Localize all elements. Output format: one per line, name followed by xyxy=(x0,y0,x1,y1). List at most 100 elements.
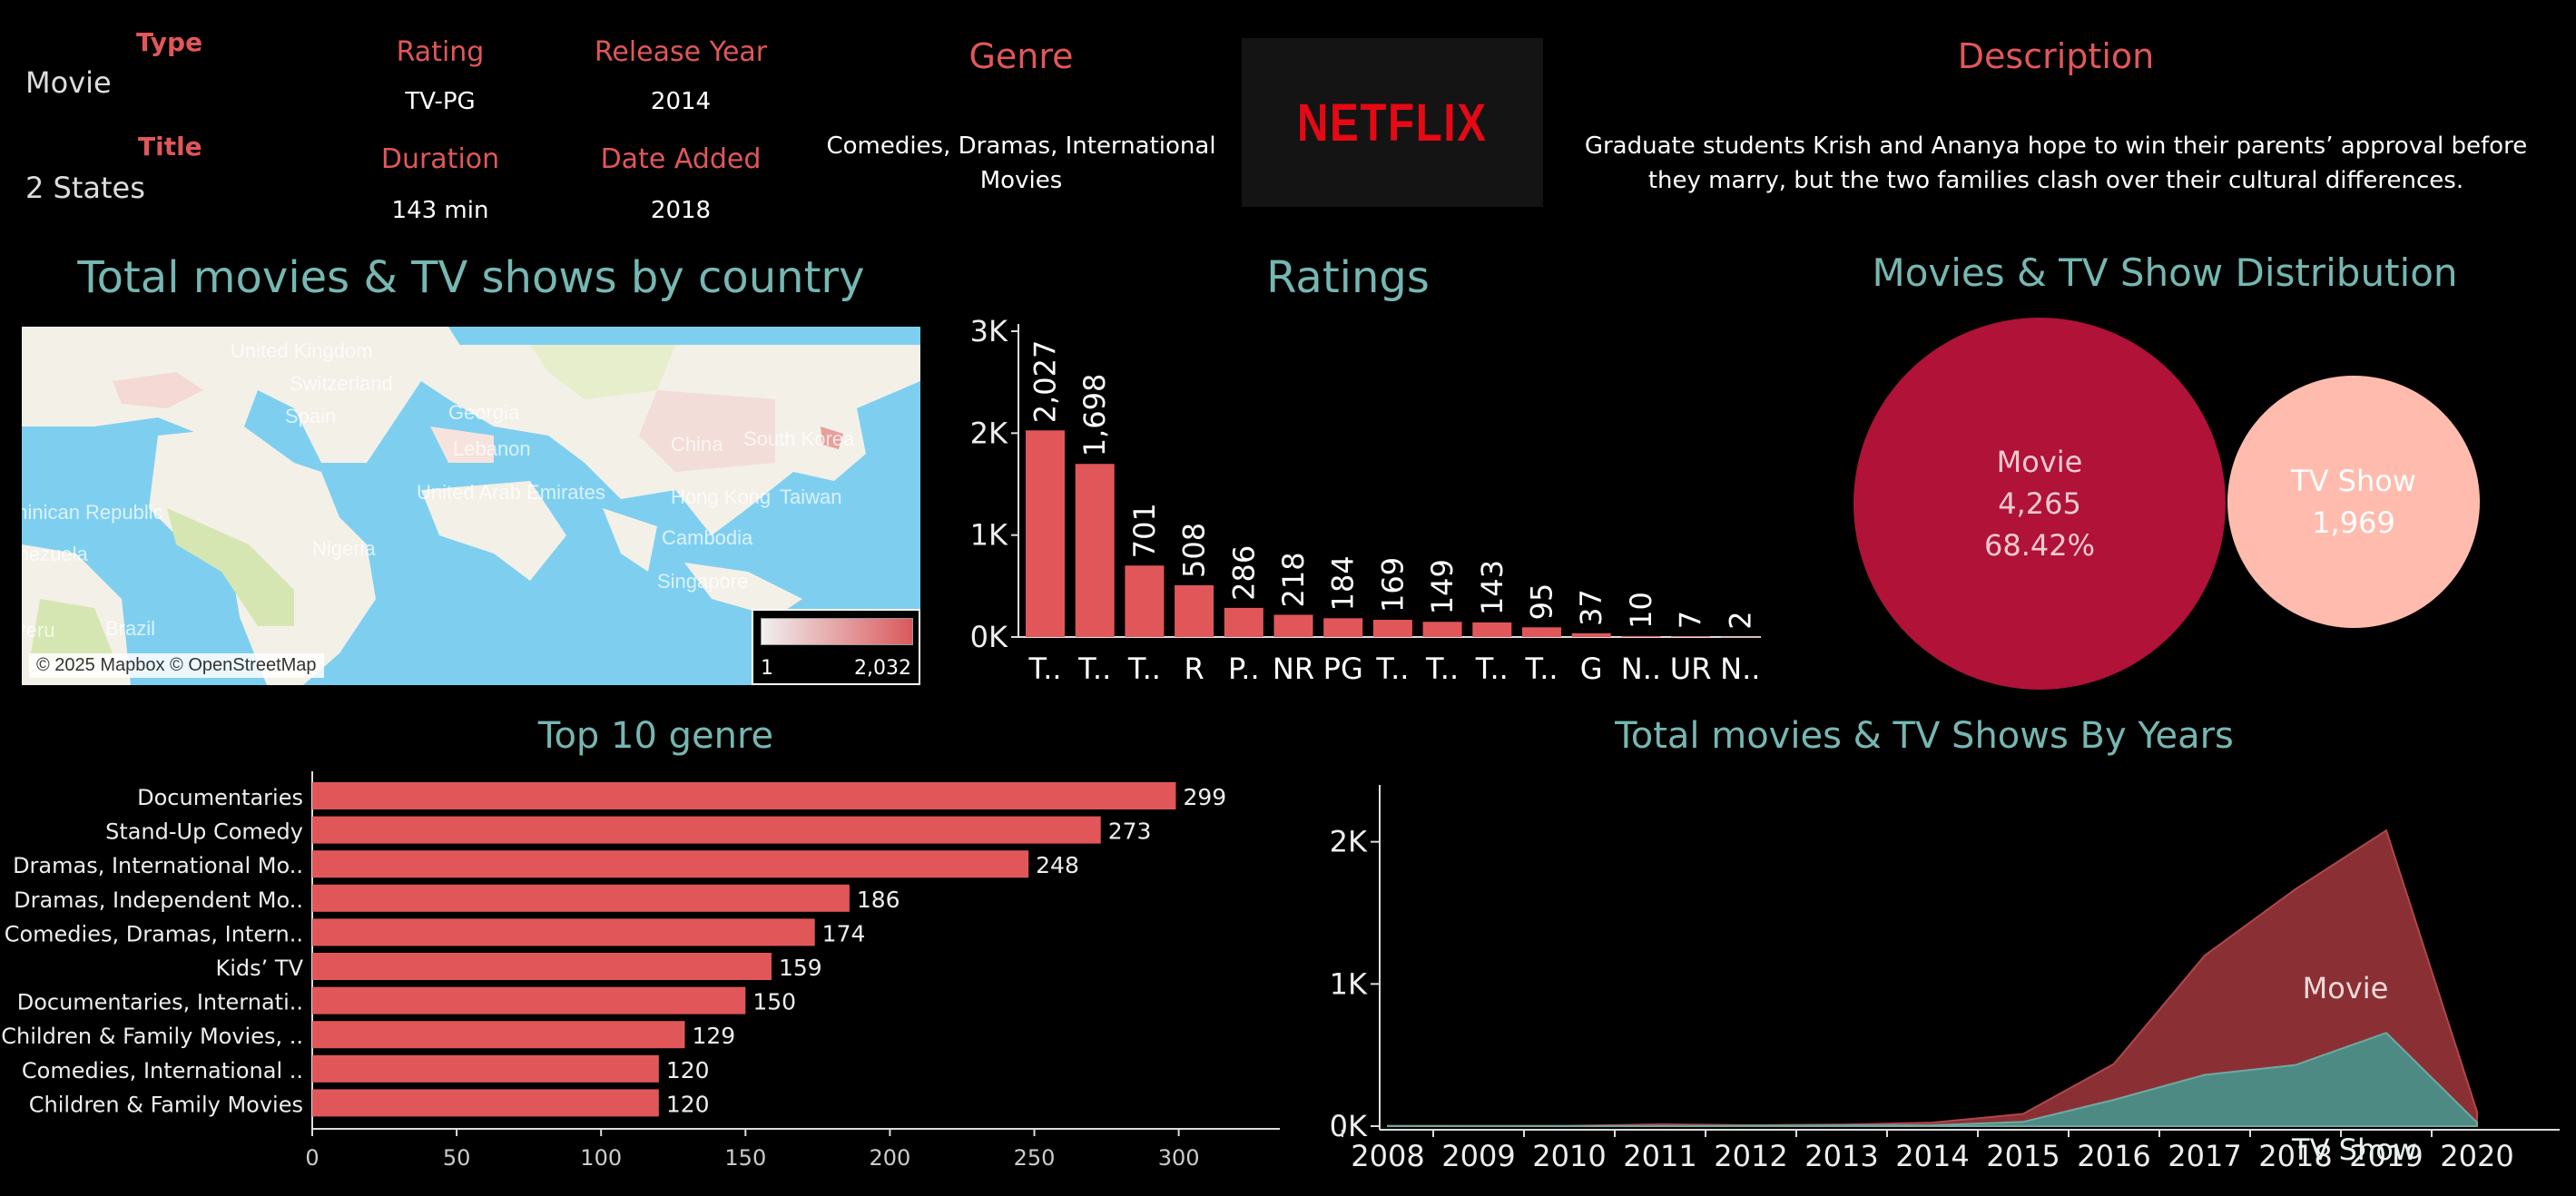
genre-bar xyxy=(312,1089,659,1117)
genre-category-label: Stand-Up Comedy xyxy=(105,819,303,845)
rating-label: Rating xyxy=(396,36,485,68)
ratings-category-label: PG xyxy=(1323,652,1363,686)
genre-category-label: Documentaries xyxy=(137,785,303,810)
map-place-label: United Arab Emirates xyxy=(417,481,605,504)
genre-x-tick-label: 100 xyxy=(580,1145,622,1171)
map-land xyxy=(22,327,920,685)
ratings-data-label: 169 xyxy=(1375,557,1410,613)
top-genre-chart: 299 Documentaries 273 Stand-Up Comedy 248 Dra… xyxy=(1,771,1280,1171)
ratings-bar xyxy=(1422,622,1462,637)
type-value: Movie xyxy=(25,65,112,100)
ratings-data-label: 143 xyxy=(1475,560,1509,615)
map-title: Total movies & TV shows by country xyxy=(77,252,865,303)
ratings-data-label: 218 xyxy=(1276,552,1311,607)
ratings-bar xyxy=(1273,614,1313,637)
ratings-category-label: NR xyxy=(1273,652,1314,686)
date-added-label: Date Added xyxy=(600,143,762,175)
years-y-tick-label: 2K xyxy=(1330,825,1368,859)
ratings-bar xyxy=(1621,635,1661,637)
map-place-label: Georgia xyxy=(448,401,520,424)
map-place-label: Singapore xyxy=(657,570,749,593)
tv-show-bubble: TV Show 1,969 xyxy=(2227,376,2480,628)
movie-area-label: Movie xyxy=(2303,971,2389,1005)
ratings-data-label: 2,027 xyxy=(1028,340,1063,424)
genre-category-label: Children & Family Movies xyxy=(29,1092,303,1117)
genre-x-tick-label: 250 xyxy=(1014,1145,1056,1171)
years-x-tick-label: 2014 xyxy=(1895,1139,1969,1173)
netflix-logo: NETFLIX xyxy=(1297,93,1488,152)
legend-gradient xyxy=(761,618,913,645)
map-place-label: Nigeria xyxy=(312,537,376,560)
years-x-tick-label: 2016 xyxy=(2077,1139,2150,1173)
movie-bubble-percent: 68.42% xyxy=(1983,528,2095,563)
ratings-y-tick-label: 2K xyxy=(970,416,1008,450)
map-place-label: Switzerland xyxy=(290,372,393,395)
genre-data-label: 159 xyxy=(779,955,822,981)
map-place-label: Hong Kong xyxy=(671,485,772,508)
genre-bar xyxy=(312,953,772,980)
ratings-title: Ratings xyxy=(1266,252,1430,303)
genre-x-tick-label: 0 xyxy=(305,1145,319,1171)
ratings-data-label: 184 xyxy=(1326,555,1361,611)
map-attribution[interactable]: © 2025 Mapbox © OpenStreetMap xyxy=(29,653,324,678)
ratings-category-label: T.. xyxy=(1077,652,1111,686)
date-added-value: 2018 xyxy=(650,197,712,224)
years-title: Total movies & TV Shows By Years xyxy=(1615,715,2234,757)
description-value: Graduate students Krish and Ananya hope … xyxy=(1584,132,2528,194)
country-map[interactable]: United Kingdom Switzerland Spain Georgia… xyxy=(22,327,920,685)
years-x-tick-label: 2009 xyxy=(1441,1139,1515,1173)
years-x-tick-label: 2018 xyxy=(2258,1139,2332,1173)
genre-data-label: 120 xyxy=(666,1057,710,1083)
tv-show-bubble-name: TV Show xyxy=(2291,464,2416,498)
ratings-data-label: 95 xyxy=(1525,583,1559,621)
ratings-data-label: 701 xyxy=(1127,503,1162,558)
tv-show-area xyxy=(1387,1032,2478,1128)
ratings-bar xyxy=(1720,636,1760,638)
ratings-bar xyxy=(1571,632,1611,637)
ratings-category-label: N.. xyxy=(1720,652,1760,686)
release-year-label: Release Year xyxy=(594,36,768,68)
duration-label: Duration xyxy=(380,143,500,175)
ratings-data-label: 149 xyxy=(1425,559,1460,614)
map-place-label: Peru xyxy=(22,619,55,642)
top-genre-title: Top 10 genre xyxy=(537,715,774,757)
movie-bubble: Movie 4,265 68.42% xyxy=(1853,318,2226,690)
genre-data-label: 129 xyxy=(692,1023,735,1049)
genre-data-label: 174 xyxy=(822,920,866,946)
genre-data-label: 248 xyxy=(1036,852,1079,878)
genre-x-tick-label: 200 xyxy=(870,1145,911,1171)
ratings-bar xyxy=(1372,620,1412,637)
ratings-category-label: T.. xyxy=(1027,652,1061,686)
ratings-category-label: R xyxy=(1184,652,1204,686)
genre-category-label: Comedies, International .. xyxy=(22,1058,303,1083)
ratings-category-label: T.. xyxy=(1425,652,1459,686)
genre-bar xyxy=(312,816,1101,844)
ratings-bar xyxy=(1472,622,1512,637)
years-x-tick-label: 2015 xyxy=(1986,1139,2060,1173)
genre-bar xyxy=(312,884,850,912)
ratings-data-label: 508 xyxy=(1177,523,1212,578)
map-place-label: Dominican Republic xyxy=(22,501,163,524)
years-x-tick-label: 2020 xyxy=(2440,1139,2513,1173)
ratings-category-label: N.. xyxy=(1621,652,1661,686)
ratings-category-label: T.. xyxy=(1127,652,1161,686)
genre-x-tick-label: 50 xyxy=(443,1145,471,1171)
genre-label: Genre xyxy=(968,36,1074,76)
ratings-bar xyxy=(1522,627,1561,637)
genre-data-label: 273 xyxy=(1108,819,1152,845)
map-place-label: Spain xyxy=(285,405,337,427)
ratings-y-tick-label: 0K xyxy=(970,620,1008,654)
genre-data-label: 120 xyxy=(666,1091,710,1117)
genre-data-label: 299 xyxy=(1183,784,1226,810)
ratings-chart: 0K 1K 2K 3K 2,027 T.. 1,698 T.. 701 T.. 508 R 286 P..… xyxy=(970,314,1761,686)
tv-show-area-label: TV Show xyxy=(2291,1132,2417,1167)
genre-category-label: Comedies, Dramas, Intern.. xyxy=(5,921,303,946)
ratings-bar xyxy=(1026,430,1065,637)
ratings-category-label: T.. xyxy=(1475,652,1509,686)
map-place-label: Brazil xyxy=(105,617,156,640)
years-area-chart: 0K 1K 2K 2008 2009 2010 2011 2012 2013 2014 2015 20… xyxy=(1330,785,2560,1173)
ratings-y-tick-label: 3K xyxy=(970,314,1008,348)
genre-bar xyxy=(312,1021,685,1049)
map-place-label: South Korea xyxy=(743,427,855,450)
map-place-label: China xyxy=(671,433,723,456)
